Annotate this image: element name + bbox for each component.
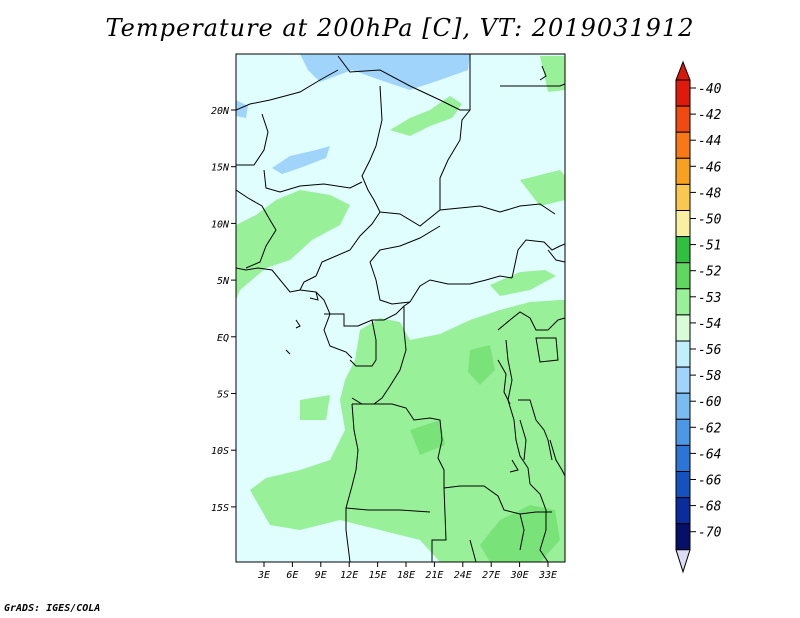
colorbar-segment (675, 210, 691, 238)
colorbar-segment (675, 314, 691, 342)
colorbar-label: -70 (698, 526, 722, 541)
lon-tick-label: 21E (425, 570, 443, 581)
colorbar-segment (675, 157, 691, 185)
colorbar-segment (675, 392, 691, 420)
lat-tick-label: 15N (211, 163, 230, 174)
lat-tick-label: 5S (217, 390, 229, 401)
lat-tick-label: 10N (211, 219, 230, 230)
colorbar-segment (675, 79, 691, 107)
colorbar-segment (675, 444, 691, 472)
lat-tick-label: 5N (217, 276, 230, 287)
colorbar-label: -60 (698, 395, 722, 410)
lon-tick-label: 6E (286, 570, 298, 581)
map-frame (235, 53, 566, 563)
colorbar-segment (675, 366, 691, 394)
colorbar-label: -51 (698, 239, 721, 254)
colorbar-label: -44 (698, 134, 721, 149)
colorbar-top-arrow (675, 60, 691, 81)
temperature-field (236, 54, 565, 562)
colorbar-label: -64 (698, 447, 721, 462)
colorbar-label: -42 (698, 108, 722, 123)
map-title: Temperature at 200hPa [C], VT: 201903191… (105, 14, 695, 42)
colorbar-segment (675, 471, 691, 499)
colorbar-segment (675, 183, 691, 211)
lon-tick-label: 30E (510, 570, 529, 581)
colorbar-label: -52 (698, 265, 722, 280)
colorbar-bottom-arrow (675, 549, 691, 574)
grads-credit: GrADS: IGES/COLA (4, 603, 101, 614)
colorbar: -40 -42 -44 -46 -48 -50 -51 -52 -53 -54 -56 -58 -60 -… (675, 60, 722, 574)
colorbar-segment (675, 262, 691, 290)
colorbar-segment (675, 288, 691, 316)
lon-tick-label: 18E (397, 570, 415, 581)
lon-tick-label: 15E (369, 570, 387, 581)
lat-tick-label: 10S (211, 446, 229, 457)
colorbar-label: -50 (698, 213, 722, 228)
colorbar-segment (675, 523, 691, 551)
lon-tick-label: 27E (482, 570, 500, 581)
latitude-axis: 20N 15N 10N 5N EQ 5S 10S 15S (211, 106, 236, 514)
lat-tick-label: 15S (211, 503, 229, 514)
colorbar-label: -40 (698, 82, 722, 97)
colorbar-label: -58 (698, 369, 722, 384)
lon-tick-label: 12E (340, 570, 358, 581)
colorbar-segment (675, 340, 691, 368)
longitude-axis: 3E 6E 9E 12E 15E 18E 21E 24E 27E 30E 33E (257, 562, 557, 581)
colorbar-label: -46 (698, 160, 722, 175)
colorbar-label: -53 (698, 291, 721, 306)
colorbar-label: -62 (698, 421, 722, 436)
lat-tick-label: EQ (217, 333, 229, 344)
lon-tick-label: 3E (257, 570, 270, 581)
colorbar-label: -48 (698, 186, 722, 201)
colorbar-label: -56 (698, 343, 722, 358)
colorbar-segment (675, 418, 691, 446)
lon-tick-label: 9E (315, 570, 327, 581)
colorbar-segment (675, 105, 691, 133)
colorbar-segment (675, 131, 691, 159)
colorbar-label: -54 (698, 317, 721, 332)
lat-tick-label: 20N (211, 106, 230, 117)
cold-region-shading (236, 54, 470, 174)
colorbar-label: -68 (698, 500, 722, 515)
colorbar-segment (675, 497, 691, 525)
colorbar-label: -66 (698, 474, 722, 489)
colorbar-segment (675, 236, 691, 264)
warmer-region-shading (410, 345, 560, 562)
lon-tick-label: 24E (454, 570, 472, 581)
country-borders (236, 54, 565, 562)
lon-tick-label: 33E (538, 570, 557, 581)
